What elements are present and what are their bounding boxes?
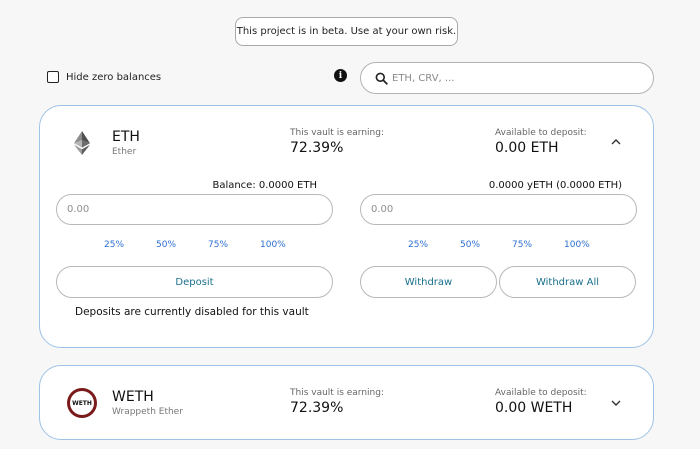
earning-label: This vault is earning: [290,388,384,398]
available-value: 0.00 ETH [495,140,559,156]
info-icon[interactable]: i [334,69,347,82]
available-label: Available to deposit: [495,128,587,138]
available-label: Available to deposit: [495,388,587,398]
search-input[interactable] [392,72,632,84]
vault-symbol: WETH [112,389,154,405]
hide-zero-balances-toggle[interactable]: Hide zero balances [47,71,161,83]
deposit-button[interactable]: Deposit [56,266,333,298]
beta-banner: This project is in beta. Use at your own… [235,17,458,46]
vault-name: Ether [112,147,137,157]
weth-icon: WETH [67,388,97,418]
withdraw-amount-input[interactable] [371,204,571,215]
weth-icon-text: WETH [70,391,94,415]
vault-name: Wrappeth Ether [112,407,183,417]
deposit-pct-100[interactable]: 100% [260,240,286,250]
search-box[interactable] [360,62,654,94]
withdraw-pct-25[interactable]: 25% [408,240,429,250]
vault-card-weth[interactable]: WETH WETH Wrappeth Ether This vault is e… [39,365,654,440]
deposit-amount-field[interactable] [56,194,333,225]
withdraw-button[interactable]: Withdraw [360,266,497,298]
deposits-disabled-notice: Deposits are currently disabled for this… [75,306,309,318]
hide-zero-checkbox[interactable] [47,71,59,83]
deposit-pct-50[interactable]: 50% [156,240,177,250]
withdraw-amount-field[interactable] [360,194,637,225]
vault-symbol: ETH [112,129,140,145]
withdraw-all-button[interactable]: Withdraw All [499,266,636,298]
share-balance-text: 0.0000 yETH (0.0000 ETH) [488,180,622,191]
deposit-amount-input[interactable] [67,204,267,215]
hide-zero-label: Hide zero balances [66,71,162,83]
withdraw-pct-100[interactable]: 100% [564,240,590,250]
earning-label: This vault is earning: [290,128,384,138]
deposit-pct-25[interactable]: 25% [104,240,125,250]
withdraw-pct-50[interactable]: 50% [460,240,481,250]
withdraw-pct-75[interactable]: 75% [512,240,533,250]
earning-value: 72.39% [290,400,344,416]
chevron-up-icon[interactable] [611,138,621,145]
ethereum-icon [74,131,90,155]
beta-banner-text: This project is in beta. Use at your own… [236,26,457,37]
search-icon [375,72,388,85]
deposit-pct-75[interactable]: 75% [208,240,229,250]
available-value: 0.00 WETH [495,400,573,416]
earning-value: 72.39% [290,140,344,156]
vault-card-eth: ETH Ether This vault is earning: 72.39% … [39,105,654,348]
chevron-down-icon[interactable] [611,400,621,407]
balance-text: Balance: 0.0000 ETH [212,180,317,191]
